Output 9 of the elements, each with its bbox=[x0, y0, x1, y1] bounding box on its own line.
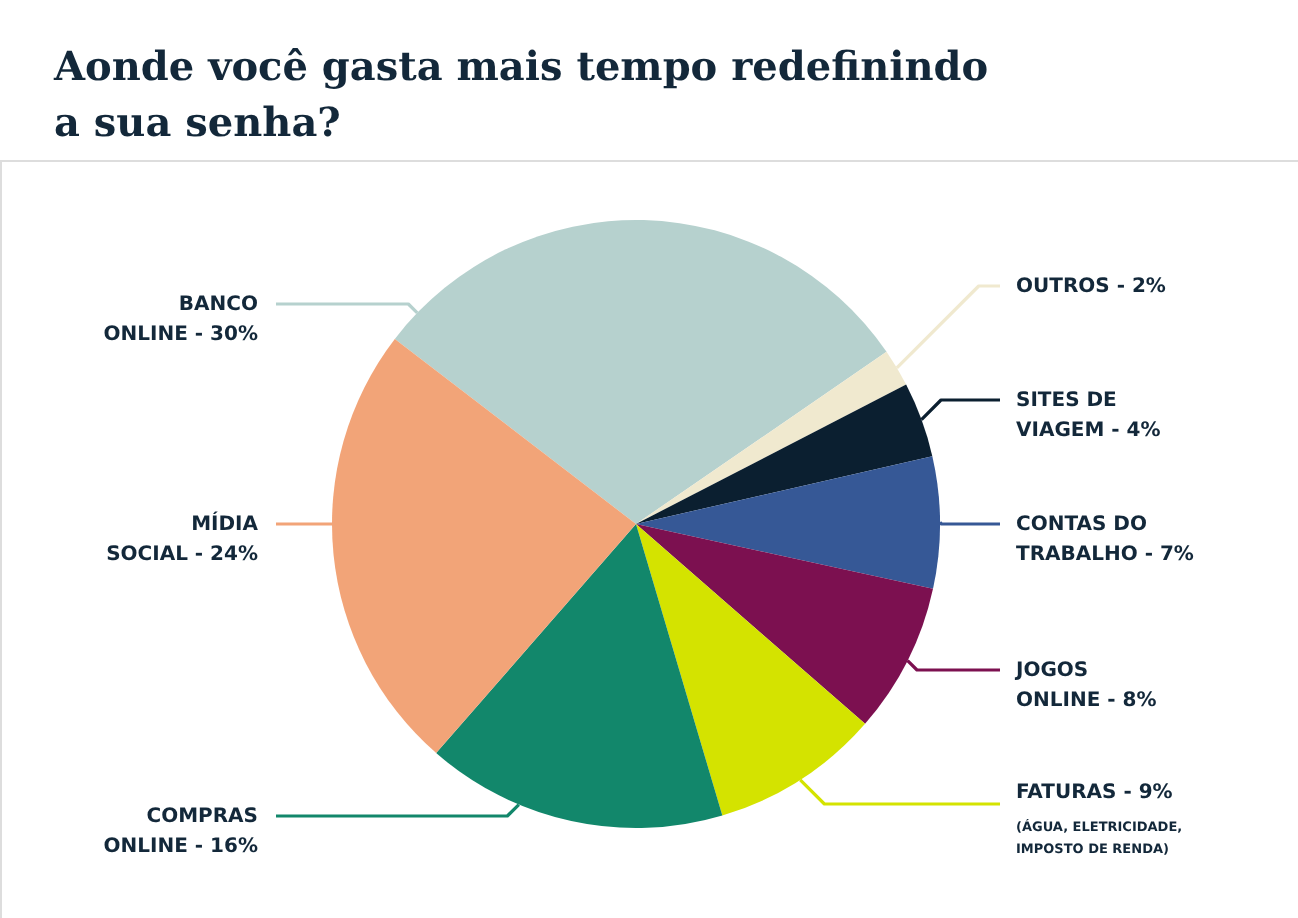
slice-label: FATURAS - 9% bbox=[1016, 782, 1173, 804]
slice-label: SITES DE VIAGEM - 4% bbox=[1016, 390, 1161, 442]
slice-label: COMPRAS ONLINE - 16% bbox=[103, 806, 258, 858]
slice-label: BANCO ONLINE - 30% bbox=[103, 294, 258, 346]
chart-title: Aonde você gasta mais tempo redefinindo a sua senha? bbox=[52, 42, 989, 146]
slice-label: MÍDIA SOCIAL - 24% bbox=[106, 510, 259, 566]
slice-label: CONTAS DO TRABALHO - 7% bbox=[1016, 514, 1194, 566]
slice-label: JOGOS ONLINE - 8% bbox=[1014, 660, 1157, 712]
slice-label: OUTROS - 2% bbox=[1016, 276, 1166, 298]
